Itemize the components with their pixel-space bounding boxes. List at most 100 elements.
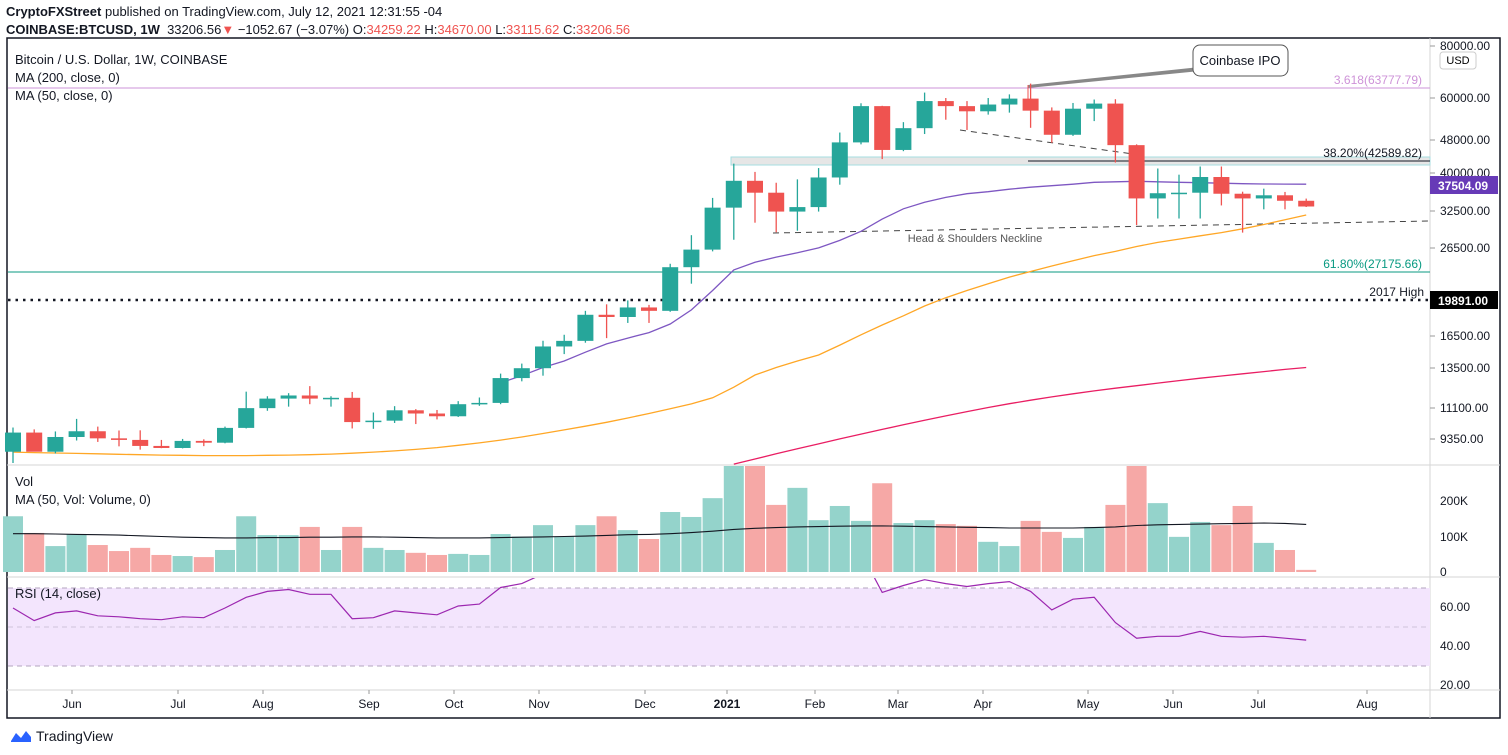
- candle[interactable]: [492, 373, 509, 405]
- volume-bar[interactable]: [829, 505, 850, 572]
- candle[interactable]: [556, 334, 573, 355]
- rsi-axis[interactable]: 60.00 40.00 20.00: [1440, 600, 1470, 692]
- candle[interactable]: [89, 426, 106, 442]
- candle[interactable]: [111, 430, 127, 447]
- candle[interactable]: [1234, 191, 1251, 233]
- candle[interactable]: [386, 406, 403, 423]
- volume-bar[interactable]: [723, 466, 744, 572]
- legend-vol[interactable]: Vol: [15, 474, 33, 489]
- candle[interactable]: [344, 391, 361, 429]
- coinbase-ipo-callout[interactable]: [1192, 44, 1289, 77]
- volume-bar[interactable]: [1041, 531, 1062, 572]
- candle[interactable]: [280, 393, 297, 407]
- volume-bar[interactable]: [1296, 569, 1317, 572]
- volume-bar[interactable]: [533, 525, 553, 572]
- candle[interactable]: [683, 235, 700, 284]
- candle[interactable]: [1277, 191, 1293, 210]
- candle[interactable]: [1043, 107, 1060, 143]
- volume-bar[interactable]: [1275, 549, 1295, 572]
- candle[interactable]: [1213, 166, 1230, 206]
- candle[interactable]: [598, 304, 615, 339]
- volume-bar[interactable]: [702, 498, 723, 572]
- candle[interactable]: [831, 132, 848, 185]
- price-axis[interactable]: 80000.0060000.0048000.0040000.0032500.00…: [1430, 39, 1490, 446]
- volume-bar[interactable]: [1105, 504, 1126, 572]
- volume-bar[interactable]: [511, 536, 532, 573]
- candle[interactable]: [577, 310, 594, 343]
- candle[interactable]: [980, 98, 997, 115]
- candle[interactable]: [471, 397, 488, 406]
- volume-bar[interactable]: [1253, 542, 1274, 572]
- candle[interactable]: [1022, 83, 1039, 128]
- volume-bar[interactable]: [660, 512, 681, 572]
- candle[interactable]: [810, 168, 827, 212]
- volume-bar[interactable]: [935, 524, 956, 572]
- candle[interactable]: [619, 300, 636, 323]
- candle[interactable]: [323, 396, 339, 407]
- volume-bar[interactable]: [808, 520, 829, 572]
- candle[interactable]: [1255, 188, 1272, 210]
- volume-bar[interactable]: [299, 526, 320, 572]
- candle[interactable]: [132, 430, 149, 450]
- volume-bar[interactable]: [24, 532, 45, 572]
- volume-bar[interactable]: [1190, 521, 1211, 572]
- ma200-line[interactable]: [733, 366, 1307, 465]
- legend-ma50[interactable]: MA (50, close, 0): [15, 88, 113, 103]
- volume-bar[interactable]: [321, 549, 341, 572]
- volume-bar[interactable]: [427, 554, 447, 572]
- candle[interactable]: [535, 340, 551, 376]
- candle[interactable]: [725, 163, 742, 240]
- volume-bar[interactable]: [278, 535, 299, 572]
- candle[interactable]: [195, 439, 212, 447]
- legend-vol-ma[interactable]: MA (50, Vol: Volume, 0): [15, 492, 151, 507]
- volume-bar[interactable]: [745, 466, 765, 572]
- volume-bar[interactable]: [490, 534, 511, 572]
- candle[interactable]: [153, 439, 170, 449]
- candle[interactable]: [1149, 168, 1166, 219]
- volume-bar[interactable]: [151, 554, 172, 572]
- volume-bar[interactable]: [1147, 503, 1168, 572]
- candle[interactable]: [429, 409, 445, 420]
- candle[interactable]: [789, 179, 806, 231]
- volume-bar[interactable]: [872, 483, 893, 572]
- volume-ma-line[interactable]: [13, 522, 1307, 539]
- volume-bar[interactable]: [1232, 505, 1253, 572]
- candle[interactable]: [1298, 198, 1315, 208]
- volume-axis[interactable]: 200K 100K 0: [1440, 494, 1468, 579]
- volume-bar[interactable]: [978, 541, 999, 572]
- volume-bar[interactable]: [66, 534, 87, 572]
- volume-bar[interactable]: [766, 504, 787, 572]
- candle[interactable]: [704, 197, 721, 252]
- candle[interactable]: [1065, 102, 1081, 136]
- candle[interactable]: [768, 182, 785, 233]
- volume-bar[interactable]: [469, 554, 490, 572]
- candle[interactable]: [450, 401, 467, 417]
- candle[interactable]: [5, 427, 21, 464]
- volume-bar[interactable]: [215, 549, 235, 572]
- volume-bar[interactable]: [384, 549, 405, 572]
- ma-purple-line[interactable]: [500, 180, 1307, 384]
- shoulder-trendline[interactable]: [959, 129, 1134, 155]
- candle[interactable]: [407, 409, 424, 425]
- candle[interactable]: [916, 92, 933, 135]
- candle[interactable]: [365, 412, 382, 429]
- volume-bar[interactable]: [575, 525, 596, 572]
- volume-bar[interactable]: [617, 530, 638, 572]
- volume-bar[interactable]: [448, 553, 469, 572]
- legend-ma200[interactable]: MA (200, close, 0): [15, 70, 120, 85]
- volume-bar[interactable]: [681, 516, 702, 572]
- candle[interactable]: [641, 304, 657, 323]
- candle[interactable]: [895, 122, 912, 152]
- volume-bar[interactable]: [596, 516, 617, 572]
- candle[interactable]: [959, 101, 975, 130]
- volume-bar[interactable]: [1169, 536, 1189, 572]
- volume-bar[interactable]: [1126, 466, 1147, 572]
- volume-bar[interactable]: [172, 556, 193, 572]
- candle[interactable]: [47, 431, 64, 454]
- volume-bar[interactable]: [3, 516, 23, 572]
- volume-bar[interactable]: [257, 535, 278, 572]
- volume-bar[interactable]: [1211, 525, 1232, 572]
- candle[interactable]: [174, 438, 191, 449]
- publisher[interactable]: CryptoFXStreet: [6, 4, 102, 19]
